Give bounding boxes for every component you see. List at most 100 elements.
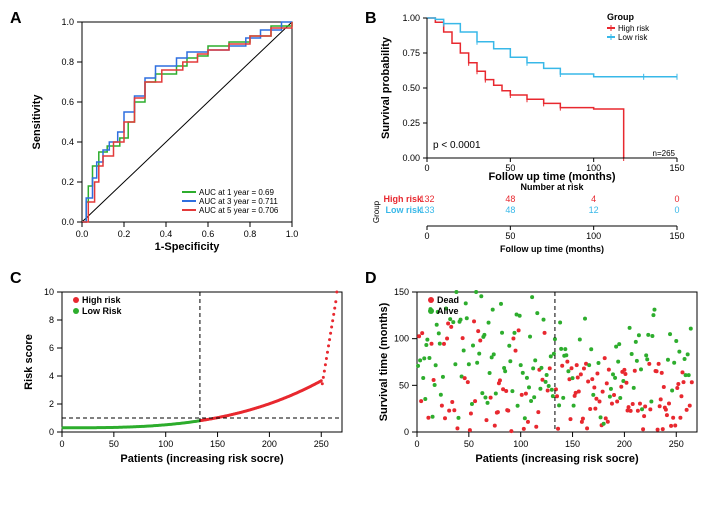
svg-text:0.50: 0.50 (402, 83, 420, 93)
svg-text:0.0: 0.0 (76, 229, 89, 239)
km-pvalue: p < 0.0001 (433, 140, 481, 151)
roc-xticks: 0.0 0.2 0.4 0.6 0.8 1.0 (76, 222, 299, 239)
svg-text:Low risk: Low risk (618, 33, 648, 42)
svg-text:0.8: 0.8 (244, 229, 257, 239)
svg-text:0: 0 (674, 194, 679, 204)
svg-text:Low Risk: Low Risk (82, 306, 123, 316)
svg-text:0.8: 0.8 (61, 57, 74, 67)
svg-text:0: 0 (424, 163, 429, 173)
svg-text:50: 50 (505, 231, 515, 241)
panel-b-label: B (365, 10, 377, 28)
panel-c: C 050100150200250 0246810 Patients (incr… (10, 270, 360, 490)
svg-text:200: 200 (617, 439, 632, 449)
riskscore-ylabel: Risk score (23, 334, 35, 390)
svg-text:150: 150 (210, 439, 225, 449)
svg-text:50: 50 (399, 380, 409, 390)
svg-text:0: 0 (404, 427, 409, 437)
svg-text:0: 0 (49, 427, 54, 437)
roc-legend: AUC at 1 year = 0.69AUC at 3 year = 0.71… (182, 188, 279, 215)
survtime-chart: 0 50 100 150 200 250 0 50 100 150 Patients (incr… (365, 270, 715, 480)
svg-text:0: 0 (59, 439, 64, 449)
svg-text:Alive: Alive (437, 306, 459, 316)
roc-yticks: 0.0 0.2 0.4 0.6 0.8 1.0 (61, 17, 82, 227)
km-risk-table: Number at risk High risk1324840Low risk1… (372, 182, 685, 254)
svg-text:0: 0 (414, 439, 419, 449)
svg-text:High risk: High risk (618, 24, 650, 33)
survtime-ylabel: Survival time (months) (378, 302, 390, 421)
svg-text:150: 150 (669, 231, 684, 241)
panel-a: A 0.0 0.2 0.4 0.6 0.8 1.0 0.0 0.2 0.4 0.6 0.8 1.0 … (10, 10, 360, 260)
km-chart: 0 50 100 150 0.00 0.25 0.50 0.75 1.00 Follow up… (365, 10, 715, 260)
svg-text:200: 200 (262, 439, 277, 449)
panel-d-label: D (365, 270, 377, 288)
km-ylabel: Survival probability (380, 36, 392, 139)
svg-text:Follow up time (months): Follow up time (months) (500, 244, 604, 254)
km-legend: Group High riskLow risk (607, 12, 650, 42)
svg-text:0.00: 0.00 (402, 153, 420, 163)
svg-text:AUC at 1 year = 0.69: AUC at 1 year = 0.69 (199, 188, 274, 197)
svg-text:48: 48 (505, 205, 515, 215)
svg-text:48: 48 (505, 194, 515, 204)
svg-text:100: 100 (158, 439, 173, 449)
svg-text:High risk: High risk (383, 194, 423, 204)
panel-d: D 0 50 100 150 200 250 0 50 100 150 Patients (in… (365, 270, 715, 490)
svg-text:150: 150 (565, 439, 580, 449)
svg-text:0.4: 0.4 (160, 229, 173, 239)
svg-text:0.6: 0.6 (202, 229, 215, 239)
risk-table-title: Number at risk (520, 182, 584, 192)
survtime-yticks: 0 50 100 150 (394, 287, 417, 437)
svg-text:6: 6 (49, 343, 54, 353)
riskscore-legend: High riskLow Risk (73, 295, 123, 316)
roc-xlabel: 1-Specificity (155, 241, 221, 253)
panel-a-label: A (10, 10, 22, 28)
svg-text:High risk: High risk (82, 295, 122, 305)
svg-text:133: 133 (419, 205, 434, 215)
km-legend-title: Group (607, 12, 634, 22)
roc-ylabel: Sensitivity (31, 94, 43, 150)
riskscore-xlabel: Patients (increasing risk socre) (120, 453, 284, 465)
svg-text:50: 50 (109, 439, 119, 449)
svg-text:1.0: 1.0 (286, 229, 299, 239)
svg-text:AUC at 3 year = 0.711: AUC at 3 year = 0.711 (199, 197, 278, 206)
svg-text:0.75: 0.75 (402, 48, 420, 58)
svg-text:132: 132 (419, 194, 434, 204)
riskscore-xticks: 0 50 100 150 200 250 (59, 432, 328, 449)
riskscore-chart: 050100150200250 0246810 Patients (increa… (10, 270, 360, 480)
svg-text:Low risk: Low risk (385, 205, 423, 215)
svg-text:0: 0 (424, 231, 429, 241)
panel-b: B 0 50 100 150 0.00 0.25 0.50 0.75 1.00 Follow … (365, 10, 715, 260)
km-n: n=265 (653, 149, 676, 158)
roc-chart: 0.0 0.2 0.4 0.6 0.8 1.0 0.0 0.2 0.4 0.6 0.8 1.0 1-… (10, 10, 360, 255)
svg-text:250: 250 (314, 439, 329, 449)
svg-text:4: 4 (591, 194, 596, 204)
svg-text:0.25: 0.25 (402, 118, 420, 128)
svg-text:AUC at 5 year = 0.706: AUC at 5 year = 0.706 (199, 206, 279, 215)
svg-text:10: 10 (44, 287, 54, 297)
svg-text:12: 12 (589, 205, 599, 215)
survtime-frame (417, 292, 697, 432)
svg-text:1.00: 1.00 (402, 13, 420, 23)
svg-text:100: 100 (394, 334, 409, 344)
survtime-xlabel: Patients (increasing risk socre) (475, 453, 639, 465)
svg-text:50: 50 (464, 439, 474, 449)
svg-text:0.2: 0.2 (118, 229, 131, 239)
svg-text:150: 150 (669, 163, 684, 173)
svg-text:100: 100 (586, 231, 601, 241)
panel-c-label: C (10, 270, 22, 288)
svg-text:0.0: 0.0 (61, 217, 74, 227)
svg-text:2: 2 (49, 399, 54, 409)
svg-text:0: 0 (674, 205, 679, 215)
svg-text:0.4: 0.4 (61, 137, 74, 147)
survtime-xticks: 0 50 100 150 200 250 (414, 432, 683, 449)
svg-text:1.0: 1.0 (61, 17, 74, 27)
svg-text:Dead: Dead (437, 295, 459, 305)
svg-text:8: 8 (49, 315, 54, 325)
svg-text:100: 100 (513, 439, 528, 449)
svg-text:150: 150 (394, 287, 409, 297)
km-yticks: 0.00 0.25 0.50 0.75 1.00 (402, 13, 427, 163)
svg-text:250: 250 (669, 439, 684, 449)
svg-text:Group: Group (372, 200, 381, 223)
riskscore-yticks: 0246810 (44, 287, 62, 437)
svg-text:0.2: 0.2 (61, 177, 74, 187)
svg-text:0.6: 0.6 (61, 97, 74, 107)
